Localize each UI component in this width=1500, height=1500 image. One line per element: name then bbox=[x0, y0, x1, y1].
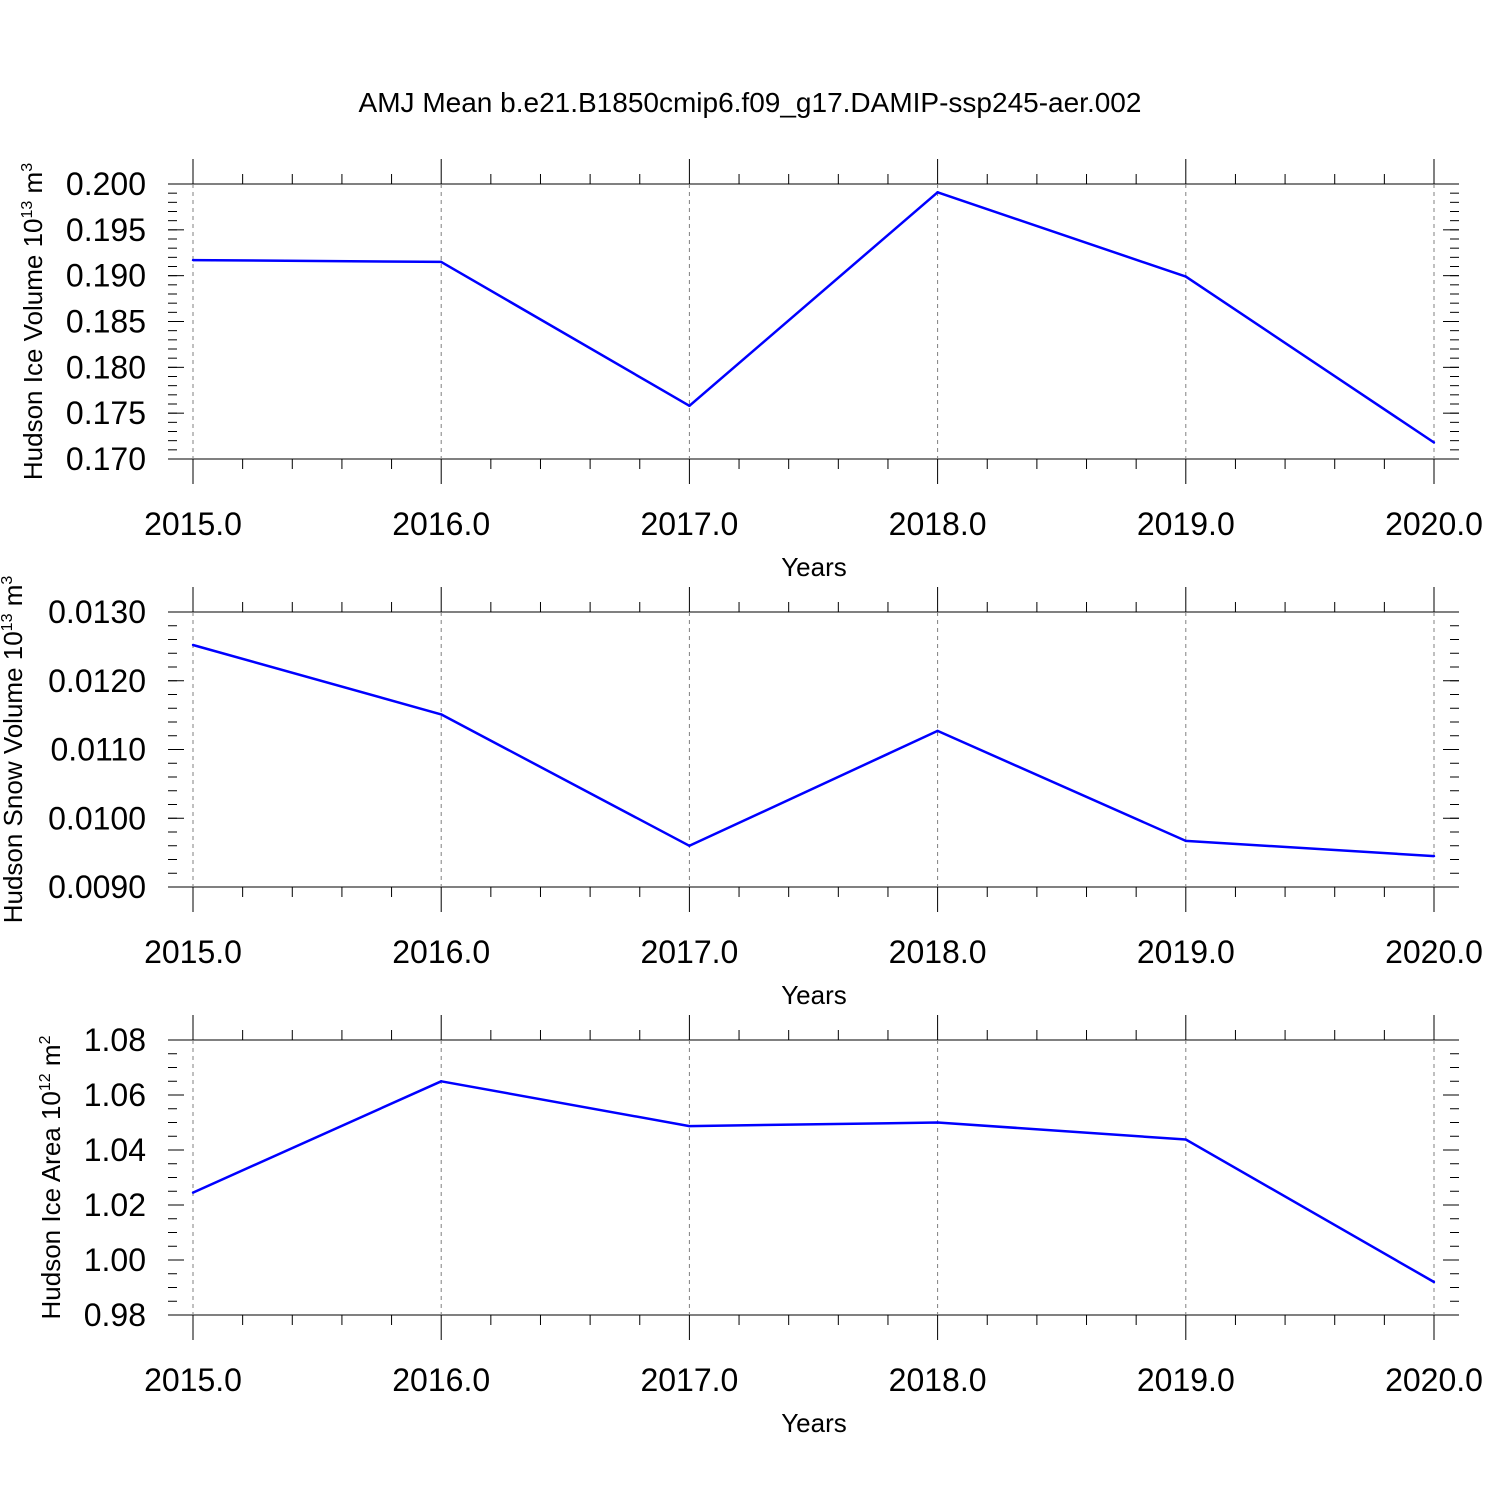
chart-panel-1: 0.170 0.175 0.180 0.185 0.190 0.195 0.200 2015.… bbox=[18, 159, 1483, 582]
data-point bbox=[1184, 839, 1188, 843]
y-tick-label: 1.04 bbox=[84, 1132, 146, 1168]
x-tick-label: 2015.0 bbox=[144, 506, 242, 542]
y-tick-label: 1.00 bbox=[84, 1242, 146, 1278]
data-point bbox=[936, 191, 939, 194]
chart-panel-2: 0.0090 0.0100 0.0110 0.0120 0.0130 2015.0 2016… bbox=[0, 576, 1483, 1010]
x-tick-label: 2017.0 bbox=[640, 934, 738, 970]
y-tick-label: 0.180 bbox=[66, 349, 146, 385]
y-tick-label: 1.08 bbox=[84, 1022, 146, 1058]
x-axis-title: Years bbox=[781, 552, 847, 582]
data-point bbox=[1184, 275, 1188, 278]
x-axis-title: Years bbox=[781, 980, 847, 1010]
y-tick-label: 1.02 bbox=[84, 1187, 146, 1223]
x-axis-title: Years bbox=[781, 1408, 847, 1438]
chart-panel-3: 0.98 1.00 1.02 1.04 1.06 1.08 2015.0 2016.0 2017… bbox=[36, 1015, 1483, 1438]
data-point bbox=[1432, 441, 1436, 444]
data-point bbox=[936, 1121, 939, 1124]
data-point bbox=[688, 844, 691, 847]
x-tick-label: 2015.0 bbox=[144, 934, 242, 970]
x-tick-label: 2018.0 bbox=[889, 934, 987, 970]
data-line bbox=[192, 191, 1435, 444]
x-tick-label: 2016.0 bbox=[392, 1362, 490, 1398]
y-tick-label: 0.0120 bbox=[48, 663, 146, 699]
data-point bbox=[191, 258, 195, 262]
x-tick-label: 2016.0 bbox=[392, 934, 490, 970]
data-point bbox=[191, 643, 195, 647]
x-tick-label: 2016.0 bbox=[392, 506, 490, 542]
data-point bbox=[440, 713, 443, 716]
data-line bbox=[192, 1080, 1435, 1284]
data-point bbox=[688, 404, 691, 408]
y-axis-title: Hudson Ice Area 1012 m2 bbox=[36, 1035, 66, 1319]
x-tick-label: 2020.0 bbox=[1385, 1362, 1483, 1398]
y-tick-label: 0.0130 bbox=[48, 594, 146, 630]
y-tick-label: 0.190 bbox=[66, 258, 146, 294]
data-point bbox=[1184, 1138, 1188, 1141]
data-point bbox=[440, 1080, 443, 1083]
x-tick-label: 2020.0 bbox=[1385, 506, 1483, 542]
y-tick-label: 0.0110 bbox=[51, 732, 147, 768]
x-tick-label: 2018.0 bbox=[889, 1362, 987, 1398]
x-tick-label: 2017.0 bbox=[640, 1362, 738, 1398]
x-tick-label: 2018.0 bbox=[889, 506, 987, 542]
figure-title: AMJ Mean b.e21.B1850cmip6.f09_g17.DAMIP-… bbox=[359, 87, 1142, 118]
y-tick-label: 0.0100 bbox=[48, 800, 146, 836]
data-point bbox=[936, 729, 939, 733]
y-tick-label: 0.170 bbox=[66, 441, 146, 477]
x-tick-label: 2017.0 bbox=[640, 506, 738, 542]
chart-panels: 0.170 0.175 0.180 0.185 0.190 0.195 0.200 2015.… bbox=[0, 159, 1483, 1438]
x-tick-label: 2019.0 bbox=[1137, 934, 1235, 970]
y-axis-title: Hudson Snow Volume 1013 m3 bbox=[0, 576, 28, 924]
y-tick-label: 0.0090 bbox=[48, 869, 146, 905]
y-axis-title: Hudson Ice Volume 1013 m3 bbox=[18, 163, 48, 480]
data-point bbox=[1432, 1280, 1436, 1284]
x-tick-label: 2020.0 bbox=[1385, 934, 1483, 970]
data-line bbox=[192, 643, 1435, 858]
y-tick-label: 0.195 bbox=[66, 212, 146, 248]
y-tick-label: 1.06 bbox=[84, 1077, 146, 1113]
data-point bbox=[688, 1124, 691, 1128]
y-tick-label: 0.175 bbox=[66, 395, 146, 431]
y-tick-label: 0.200 bbox=[66, 166, 146, 202]
y-tick-label: 0.185 bbox=[66, 304, 146, 340]
x-tick-label: 2019.0 bbox=[1137, 506, 1235, 542]
y-tick-label: 0.98 bbox=[84, 1297, 146, 1333]
x-tick-label: 2015.0 bbox=[144, 1362, 242, 1398]
x-tick-label: 2019.0 bbox=[1137, 1362, 1235, 1398]
data-point bbox=[1432, 854, 1436, 858]
data-point bbox=[191, 1191, 195, 1194]
data-point bbox=[440, 260, 443, 264]
